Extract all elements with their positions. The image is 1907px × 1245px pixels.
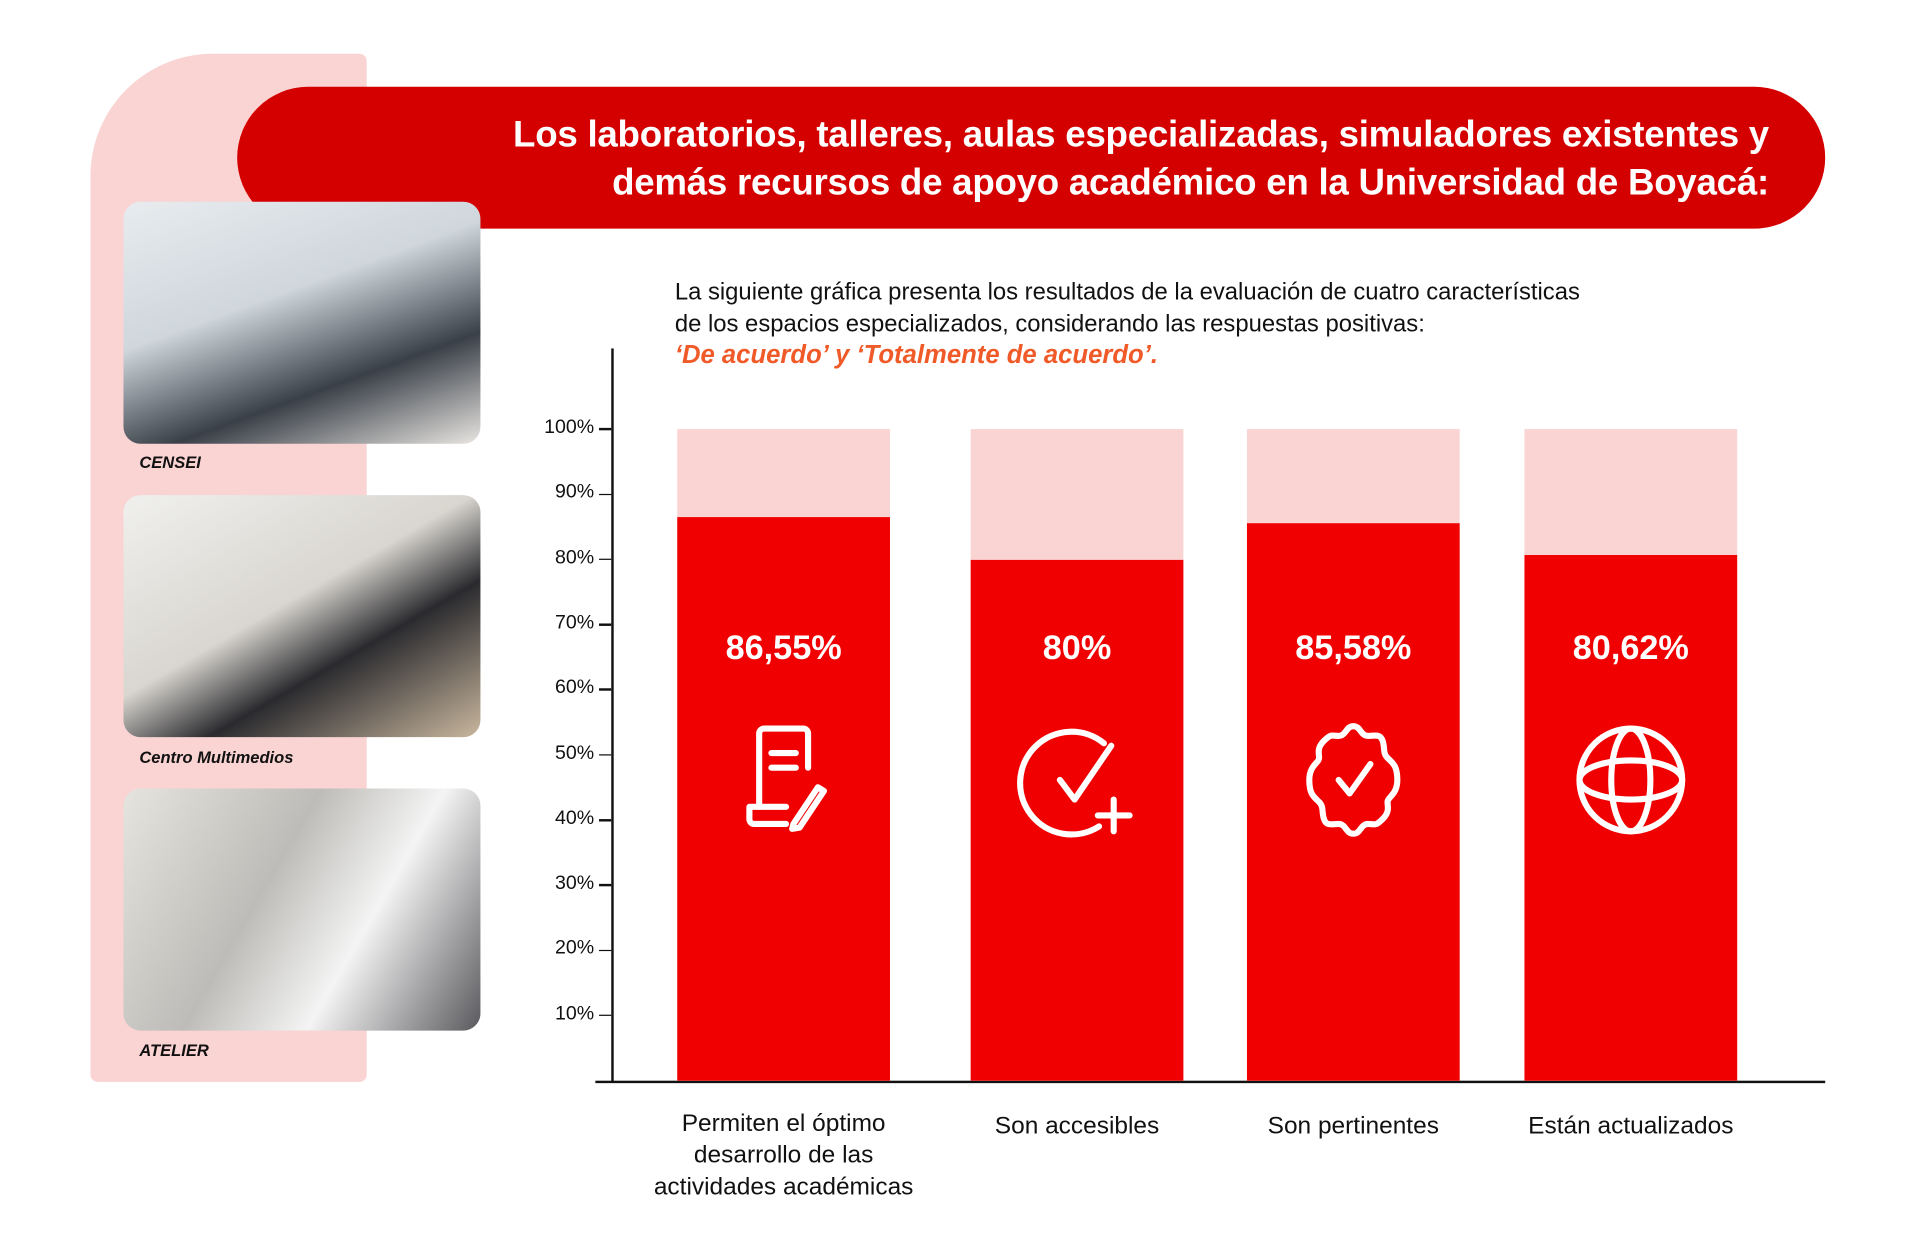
y-tick — [599, 949, 612, 952]
photo-atelier — [123, 788, 481, 1031]
x-tick-label-line: desarrollo de las — [693, 1141, 874, 1169]
y-tick-label: 50% — [554, 742, 595, 764]
y-tick-label: 70% — [554, 612, 595, 634]
y-tick — [599, 493, 612, 496]
badge-check-icon — [1292, 719, 1414, 841]
y-tick — [599, 558, 612, 561]
x-tick-label-line: Son accesibles — [994, 1112, 1160, 1140]
data-label: 86,55% — [725, 628, 842, 667]
description-line-2: de los espacios especializados, consider… — [674, 310, 1425, 338]
title-line-1: Los laboratorios, talleres, aulas especi… — [513, 114, 1769, 156]
y-tick — [599, 688, 612, 691]
x-tick-label: Son accesibles — [918, 1110, 1236, 1142]
x-tick-label: Son pertinentes — [1194, 1110, 1512, 1142]
bar — [677, 516, 890, 1081]
x-tick-label-line: Están actualizados — [1528, 1112, 1734, 1140]
y-tick-label: 60% — [554, 677, 595, 699]
x-axis — [595, 1080, 1826, 1083]
bar — [1524, 555, 1738, 1081]
y-tick-label: 30% — [554, 872, 595, 894]
document-edit-icon — [722, 719, 844, 841]
x-tick-label-line: Permiten el óptimo — [681, 1110, 886, 1137]
y-tick — [599, 623, 612, 626]
page-title: Los laboratorios, talleres, aulas especi… — [302, 111, 1769, 206]
description-line-1: La siguiente gráfica presenta los result… — [674, 278, 1580, 306]
y-tick — [599, 753, 612, 756]
y-tick-label: 40% — [554, 807, 595, 829]
check-plus-icon — [1016, 719, 1138, 841]
chart-description: La siguiente gráfica presenta los result… — [675, 276, 1580, 371]
y-tick — [599, 884, 612, 887]
x-tick-label: Están actualizados — [1472, 1110, 1790, 1142]
y-tick — [599, 428, 612, 431]
bar — [970, 559, 1184, 1081]
description-emphasis: ‘De acuerdo’ y ‘Totalmente de acuerdo’. — [674, 341, 1158, 370]
photo-centro-multimedios — [123, 495, 481, 738]
bar — [1246, 523, 1460, 1081]
x-tick-label-line: Son pertinentes — [1267, 1112, 1439, 1140]
x-tick-label: Permiten el óptimo desarrollo de las activ… — [625, 1108, 943, 1203]
y-tick — [599, 1014, 612, 1017]
y-tick — [599, 819, 612, 821]
y-tick-label: 100% — [544, 416, 595, 438]
data-label: 85,58% — [1295, 628, 1412, 667]
y-tick-label: 20% — [554, 938, 595, 959]
y-tick-label: 90% — [554, 482, 595, 503]
y-axis — [611, 348, 614, 1082]
x-tick-label-line: actividades académicas — [653, 1173, 914, 1201]
y-tick-label: 10% — [554, 1003, 595, 1025]
y-tick-label: 80% — [554, 547, 595, 568]
title-line-2: demás recursos de apoyo académico en la … — [612, 162, 1769, 203]
photo-caption: ATELIER — [139, 1041, 209, 1060]
data-label: 80,62% — [1572, 628, 1689, 667]
globe-icon — [1570, 719, 1692, 841]
photo-caption: CENSEI — [139, 453, 201, 472]
data-label: 80% — [1042, 628, 1112, 667]
title-banner: Los laboratorios, talleres, aulas especi… — [237, 86, 1826, 229]
photo-censei — [123, 201, 481, 444]
photo-caption: Centro Multimedios — [139, 748, 294, 767]
